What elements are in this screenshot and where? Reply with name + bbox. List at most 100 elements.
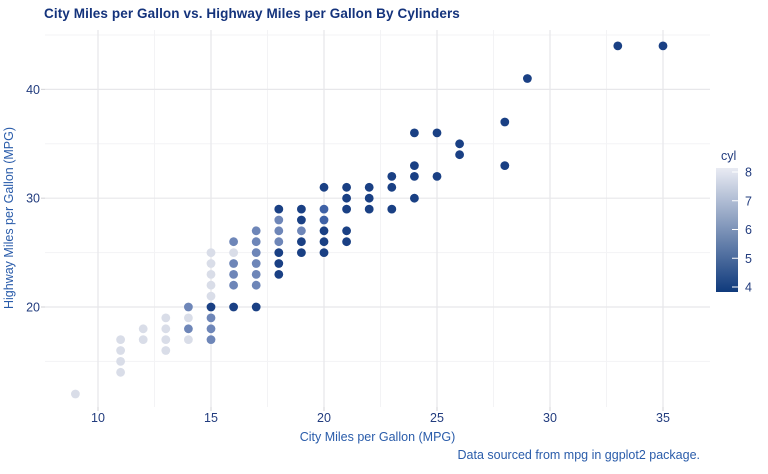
x-axis-tick-label: 10	[91, 411, 105, 425]
data-point	[500, 161, 510, 171]
data-point	[297, 226, 306, 236]
data-point	[274, 270, 284, 279]
x-axis-tick-labels: 10 15 20 25 30 35	[91, 411, 670, 425]
x-axis-tick-label: 20	[317, 411, 331, 425]
data-point	[319, 204, 329, 214]
data-point	[523, 74, 532, 83]
data-point	[116, 346, 125, 355]
data-point	[229, 302, 239, 312]
caption: Data sourced from mpg in ggplot2 package…	[457, 448, 701, 462]
legend-tick-labels: 8 7 6 5 4	[745, 166, 752, 295]
legend-tick-label: 6	[745, 223, 752, 237]
data-point	[274, 248, 284, 257]
data-point	[500, 117, 510, 127]
data-point	[319, 237, 329, 247]
legend: cyl 8 7 6 5 4	[716, 149, 752, 295]
data-point	[229, 237, 239, 247]
data-point	[274, 237, 284, 247]
data-point	[274, 259, 284, 268]
data-point	[319, 248, 329, 257]
data-point	[184, 324, 193, 334]
data-point	[116, 357, 125, 366]
data-point	[161, 324, 171, 334]
legend-gradient-bar	[716, 168, 738, 292]
data-point	[161, 335, 171, 344]
y-axis-tick-label: 20	[26, 301, 40, 315]
x-axis-tick-label: 25	[430, 411, 444, 425]
gridlines-major	[45, 30, 710, 407]
data-point	[206, 335, 216, 344]
data-point	[184, 302, 193, 312]
data-point	[387, 204, 397, 214]
legend-tick-label: 4	[745, 281, 752, 295]
y-axis-tick-labels: 20 30 40	[26, 83, 40, 315]
y-axis-tick-label: 30	[26, 192, 40, 206]
data-point	[274, 204, 284, 214]
data-point	[206, 302, 216, 312]
data-point	[342, 193, 351, 203]
data-point	[455, 150, 464, 160]
x-axis-tick-label: 15	[204, 411, 218, 425]
data-point	[206, 248, 216, 257]
data-point	[229, 270, 239, 279]
legend-tick-marks	[732, 171, 738, 288]
data-point	[342, 237, 351, 247]
data-point	[410, 193, 419, 203]
chart-title: City Miles per Gallon vs. Highway Miles …	[44, 6, 460, 21]
data-point	[161, 313, 171, 323]
data-point	[138, 324, 148, 334]
data-point	[274, 215, 284, 225]
data-point	[251, 270, 261, 279]
data-point	[251, 226, 261, 236]
data-point	[206, 280, 216, 290]
data-point	[116, 367, 125, 377]
data-point	[184, 313, 193, 323]
data-point	[297, 248, 306, 257]
legend-title: cyl	[721, 149, 736, 163]
data-point	[206, 313, 216, 323]
data-point	[342, 204, 351, 214]
data-point	[297, 204, 306, 214]
data-point	[387, 172, 397, 181]
data-point	[432, 128, 442, 138]
data-point	[229, 248, 239, 257]
data-point	[410, 172, 419, 181]
x-axis-title: City Miles per Gallon (MPG)	[299, 430, 456, 444]
data-point	[364, 193, 374, 203]
gridlines-minor	[45, 30, 710, 407]
legend-tick-label: 8	[745, 166, 752, 180]
data-point	[319, 215, 329, 225]
data-point	[432, 172, 442, 181]
data-point	[251, 259, 261, 268]
data-point	[206, 324, 216, 334]
data-point	[297, 215, 306, 225]
data-point	[251, 248, 261, 257]
data-point	[319, 226, 329, 236]
data-point	[206, 291, 216, 301]
data-point	[251, 302, 261, 312]
data-point	[410, 161, 419, 171]
data-point	[364, 182, 374, 192]
data-point	[342, 182, 351, 192]
scatter-points	[71, 41, 668, 399]
data-point	[116, 335, 125, 344]
data-point	[319, 182, 329, 192]
data-point	[184, 335, 193, 344]
data-point	[658, 41, 668, 51]
data-point	[387, 182, 397, 192]
data-point	[410, 128, 419, 138]
data-point	[297, 237, 306, 247]
axis-tick-marks	[41, 88, 664, 411]
data-point	[364, 204, 374, 214]
y-axis-title: Highway Miles per Gallon (MPG)	[2, 127, 16, 309]
x-axis-tick-label: 35	[656, 411, 670, 425]
data-point	[251, 280, 261, 290]
data-point	[455, 139, 464, 149]
data-point	[161, 346, 171, 355]
data-point	[613, 41, 623, 51]
legend-tick-label: 5	[745, 252, 752, 266]
data-point	[206, 259, 216, 268]
data-point	[251, 237, 261, 247]
y-axis-tick-label: 40	[26, 83, 40, 97]
